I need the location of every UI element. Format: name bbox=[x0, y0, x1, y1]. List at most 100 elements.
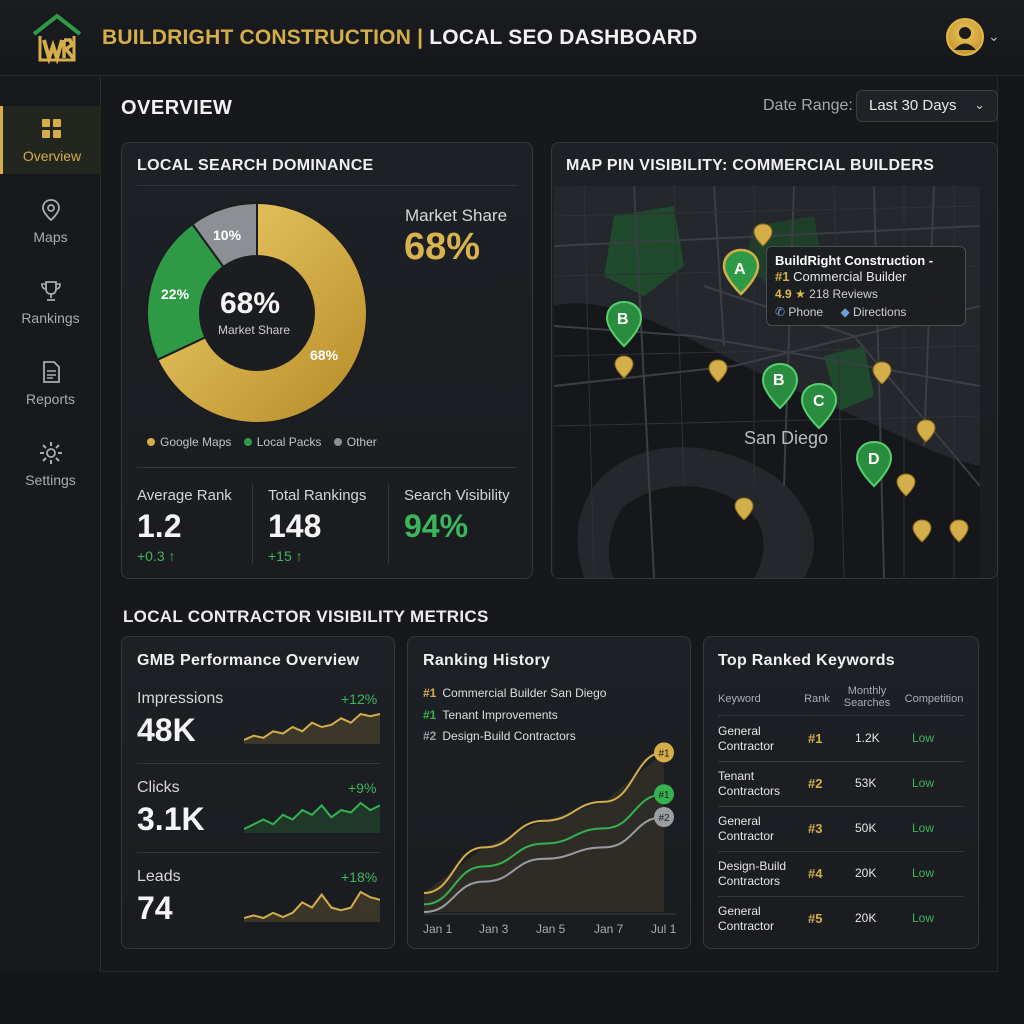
divider bbox=[137, 467, 517, 468]
divider bbox=[718, 896, 964, 897]
sidebar: Overview Maps Rankings Reports Settings bbox=[0, 76, 101, 972]
competition-cell: Low bbox=[912, 821, 935, 835]
map-pin-d[interactable] bbox=[855, 440, 893, 488]
divider bbox=[137, 185, 517, 186]
phone-button[interactable]: ✆ Phone bbox=[775, 305, 823, 319]
legend-dot bbox=[243, 438, 252, 446]
pin-label-b: B bbox=[617, 311, 629, 328]
rank-cell: #1 bbox=[808, 731, 823, 746]
legend-item: Local Packs bbox=[243, 435, 322, 449]
map-pin-b[interactable] bbox=[605, 300, 643, 348]
metric-delta-impressions: +12% bbox=[341, 691, 378, 707]
directions-icon: ◆ bbox=[840, 305, 850, 319]
competition-cell: Low bbox=[912, 731, 935, 745]
map-view[interactable] bbox=[554, 186, 980, 578]
divider bbox=[137, 852, 380, 853]
series-line-3 bbox=[423, 816, 665, 913]
market-share-value: 68% bbox=[404, 226, 481, 268]
series-end-badge bbox=[654, 784, 674, 805]
searches-cell: 50K bbox=[855, 821, 877, 835]
divider bbox=[718, 806, 964, 807]
sidebar-item-settings[interactable]: Settings bbox=[0, 430, 101, 498]
rank-cell: #5 bbox=[808, 911, 823, 926]
legend-label: Tenant Improvements bbox=[442, 708, 558, 722]
ranking-legend-item: #2 Design-Build Contractors bbox=[423, 729, 576, 743]
rating-value: 4.9 bbox=[775, 287, 792, 301]
searches-cell: 20K bbox=[855, 911, 877, 925]
legend-rank: #2 bbox=[423, 729, 437, 743]
card-title: Top Ranked Keywords bbox=[718, 652, 895, 669]
sidebar-item-rankings[interactable]: Rankings bbox=[0, 268, 101, 336]
sparkline-area bbox=[244, 892, 380, 922]
legend-label: Local Packs bbox=[256, 435, 322, 449]
chevron-down-icon[interactable]: ⌄ bbox=[988, 28, 1000, 44]
x-tick: Jan 3 bbox=[479, 922, 509, 936]
donut-center-value: 68% bbox=[220, 287, 281, 320]
pin-label-a: A bbox=[734, 261, 746, 278]
map-pin-a[interactable] bbox=[722, 248, 760, 296]
map-pin-c[interactable] bbox=[800, 382, 838, 430]
sparkline-line bbox=[244, 712, 380, 741]
review-count: 218 Reviews bbox=[809, 287, 878, 301]
legend-label: Commercial Builder San Diego bbox=[442, 686, 607, 700]
column-header-rank: Rank bbox=[804, 693, 830, 705]
sidebar-item-reports[interactable]: Reports bbox=[0, 349, 101, 417]
map-tooltip: BuildRight Construction - #1 Commercial … bbox=[766, 246, 966, 326]
sidebar-item-label: Reports bbox=[25, 391, 76, 407]
donut-legend: Google Maps Local Packs Other bbox=[147, 435, 386, 449]
dashboard-title: LOCAL SEO DASHBOARD bbox=[429, 26, 698, 49]
column-header-monthly-searches: Monthly Searches bbox=[843, 685, 891, 709]
phone-label: Phone bbox=[788, 305, 824, 319]
stat-label-average-rank: Average Rank bbox=[137, 487, 232, 504]
market-share-label: Market Share bbox=[405, 206, 508, 225]
rank-cell: #3 bbox=[808, 821, 823, 836]
keyword-cell: General bbox=[718, 724, 761, 738]
date-range-select[interactable]: Last 30 Days ⌄ bbox=[856, 90, 998, 122]
divider bbox=[252, 484, 253, 564]
searches-cell: 1.2K bbox=[855, 731, 880, 745]
card-title: LOCAL SEARCH DOMINANCE bbox=[137, 157, 374, 174]
ranking-legend-item: #1 Tenant Improvements bbox=[423, 708, 558, 722]
pin-label-c: C bbox=[813, 393, 825, 410]
keyword-cell: General bbox=[718, 814, 761, 828]
app-title: BUILDRIGHT CONSTRUCTION | LOCAL SEO DASH… bbox=[102, 26, 698, 50]
stat-value-total-rankings: 148 bbox=[268, 508, 322, 544]
legend-label: Google Maps bbox=[160, 435, 232, 449]
star-icon: ★ bbox=[795, 287, 806, 301]
map-pin-b[interactable] bbox=[761, 362, 799, 410]
title-separator: | bbox=[417, 26, 424, 49]
stat-delta-average-rank: +0.3 ↑ bbox=[137, 548, 176, 564]
divider bbox=[718, 715, 964, 716]
card-title: MAP PIN VISIBILITY: COMMERCIAL BUILDERS bbox=[566, 157, 935, 174]
sparkline-area bbox=[244, 714, 380, 744]
keyword-cell: Contractors bbox=[718, 874, 781, 888]
ranking-legend-item: #1 Commercial Builder San Diego bbox=[423, 686, 606, 700]
competitor-pins bbox=[614, 223, 969, 543]
metric-label-clicks: Clicks bbox=[137, 779, 180, 796]
x-tick: Jan 1 bbox=[423, 922, 453, 936]
document-icon bbox=[42, 361, 60, 383]
divider bbox=[718, 851, 964, 852]
divider bbox=[718, 761, 964, 762]
sidebar-item-label: Maps bbox=[33, 229, 68, 245]
legend-rank: #1 bbox=[423, 686, 437, 700]
brand-name: BUILDRIGHT CONSTRUCTION bbox=[102, 26, 412, 49]
series-end-badge bbox=[654, 807, 674, 827]
city-label: San Diego bbox=[744, 428, 829, 448]
directions-button[interactable]: ◆ Directions bbox=[840, 305, 906, 319]
legend-dot bbox=[147, 438, 155, 446]
card-title: GMB Performance Overview bbox=[137, 652, 360, 669]
metric-label-impressions: Impressions bbox=[137, 690, 224, 707]
sidebar-item-overview[interactable]: Overview bbox=[0, 106, 101, 174]
searches-cell: 20K bbox=[855, 866, 877, 880]
date-range-label: Date Range: bbox=[763, 97, 853, 114]
competition-cell: Low bbox=[912, 776, 935, 790]
legend-dot bbox=[333, 438, 342, 446]
tooltip-actions: ✆ Phone ◆ Directions bbox=[775, 305, 906, 319]
series-area bbox=[424, 752, 664, 912]
slice-label-other: 10% bbox=[213, 227, 242, 243]
searches-cell: 53K bbox=[855, 776, 877, 790]
legend-item: Google Maps bbox=[147, 435, 231, 449]
user-avatar[interactable] bbox=[946, 18, 984, 56]
sidebar-item-maps[interactable]: Maps bbox=[0, 187, 101, 255]
